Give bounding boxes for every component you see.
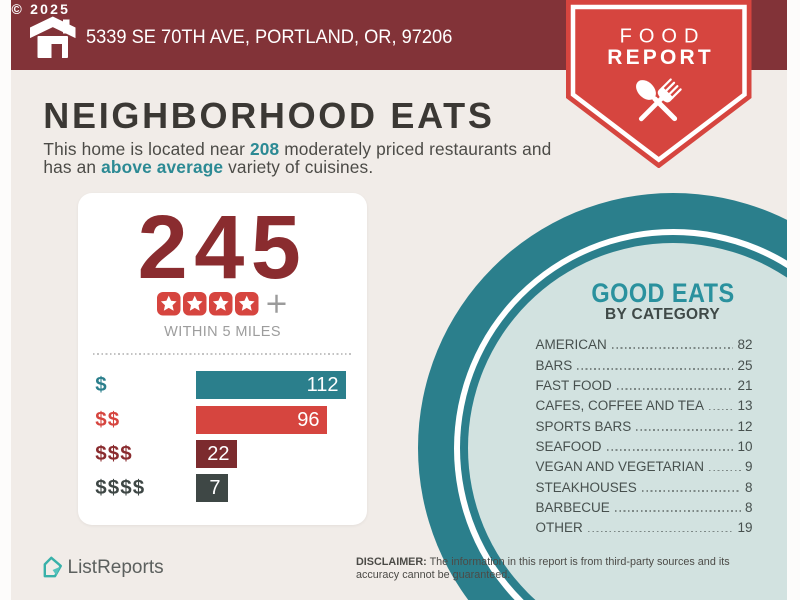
svg-text:FOOD: FOOD xyxy=(620,26,706,48)
svg-text:REPORT: REPORT xyxy=(607,46,714,69)
